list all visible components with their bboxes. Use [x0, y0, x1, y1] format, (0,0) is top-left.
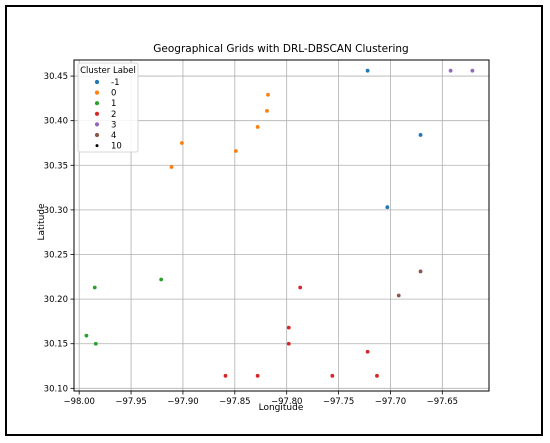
data-point-cluster-2 [298, 285, 303, 290]
axis-ticks: −98.00 −97.95 −97.90 −97.85 −97.80 −97.75 −97.… [44, 72, 458, 407]
legend-entry-label: 0 [111, 89, 116, 99]
data-point-cluster-0 [266, 92, 270, 97]
x-tick-label: −97.65 [427, 397, 458, 407]
data-point-cluster-0 [265, 108, 269, 113]
x-tick-label: −97.85 [219, 397, 250, 407]
x-tick-label: −98.00 [63, 397, 94, 407]
data-point-cluster-2 [286, 325, 291, 330]
data-point-cluster--1 [418, 133, 423, 137]
legend-title: Cluster Label [80, 66, 136, 76]
x-tick-label: −97.90 [167, 397, 198, 407]
y-axis-label: Latitude [37, 203, 47, 241]
data-point-cluster-3 [470, 68, 475, 73]
legend-entry-label: 2 [111, 110, 116, 120]
data-point-cluster-4 [396, 293, 401, 298]
data-point-cluster-2 [330, 373, 335, 378]
data-point-cluster--1 [385, 205, 390, 210]
plot-area-border [73, 59, 490, 392]
data-point-cluster-2 [255, 373, 260, 378]
chart-title: Geographical Grids with DRL-DBSCAN Clust… [153, 43, 408, 55]
data-point-cluster-3 [448, 68, 453, 73]
data-point-cluster-2 [223, 373, 228, 378]
legend-marker [94, 79, 100, 85]
legend-marker [94, 122, 100, 127]
data-point-cluster-1 [92, 285, 97, 290]
legend-marker [94, 101, 100, 106]
y-tick-label: 30.25 [44, 250, 68, 260]
data-points [84, 68, 475, 378]
data-point-cluster-0 [255, 125, 260, 129]
x-tick-label: −97.95 [115, 397, 146, 407]
x-tick-label: −97.75 [323, 397, 354, 407]
y-tick-label: 30.15 [44, 340, 68, 350]
data-point-cluster-0 [180, 141, 184, 145]
legend-entry-label: 3 [111, 120, 116, 130]
legend-entry-label: 4 [111, 131, 116, 141]
x-axis-label: Longitude [259, 403, 304, 413]
data-point-cluster-1 [159, 277, 164, 282]
y-tick-label: 30.20 [44, 295, 68, 305]
y-tick-label: 30.35 [44, 161, 68, 171]
legend-marker [94, 90, 100, 95]
legend-marker [95, 144, 99, 148]
y-tick-label: 30.10 [44, 384, 68, 394]
data-point-cluster-0 [233, 149, 238, 153]
data-point-cluster-2 [286, 341, 291, 346]
y-tick-label: 30.40 [44, 117, 68, 127]
grid-lines [74, 60, 489, 391]
data-point-cluster--1 [365, 68, 370, 73]
y-tick-label: 30.30 [44, 206, 68, 216]
legend-marker [94, 132, 100, 138]
data-point-cluster-2 [375, 373, 379, 378]
data-point-cluster-0 [169, 165, 174, 169]
legend-entry-label: 1 [111, 99, 116, 109]
y-tick-label: 30.45 [44, 72, 68, 82]
x-tick-label: −97.70 [375, 397, 406, 407]
legend-entry-label: -1 [111, 78, 119, 88]
legend-entry-label: 10 [111, 142, 122, 152]
x-tick-label: −97.80 [271, 397, 302, 407]
data-point-cluster-4 [418, 269, 423, 274]
data-point-cluster-2 [365, 349, 370, 354]
data-point-cluster-1 [84, 333, 89, 338]
data-point-cluster-1 [93, 341, 98, 346]
legend-box [77, 62, 139, 153]
legend-marker [94, 111, 100, 116]
